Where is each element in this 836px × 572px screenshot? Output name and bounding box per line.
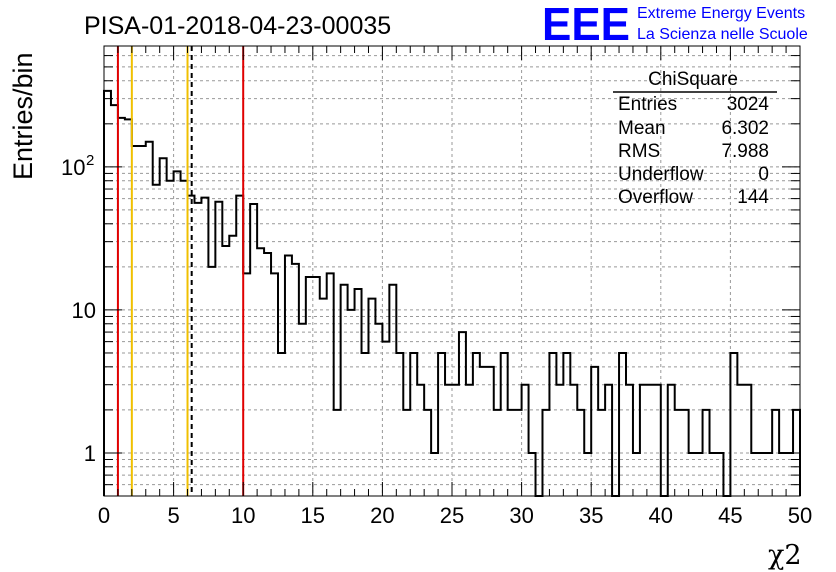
x-tick-label: 25 [440, 503, 464, 528]
reference-lines [116, 46, 245, 496]
stats-label: Mean [618, 118, 666, 139]
x-tick-label: 0 [98, 503, 110, 528]
stats-value: 144 [737, 187, 769, 208]
logo-line-1: Extreme Energy Events [637, 5, 805, 22]
x-tick-label: 15 [301, 503, 325, 528]
chart-title: PISA-01-2018-04-23-00035 [84, 12, 391, 40]
logo-line-2: La Scienza nelle Scuole [637, 26, 808, 43]
stats-value: 6.302 [721, 118, 769, 139]
x-tick-label: 30 [509, 503, 533, 528]
y-tick-label: 10 [72, 298, 96, 323]
stats-box: ChiSquare Entries 3024 Mean 6.302 RMS 7.… [613, 69, 777, 208]
y-tick-label: 1 [84, 441, 96, 466]
y-tick-exponent: 2 [86, 152, 94, 169]
stats-value: 0 [758, 164, 769, 185]
x-tick-label: 50 [788, 503, 812, 528]
stats-value: 3024 [727, 94, 770, 115]
axis-ticks [103, 45, 801, 497]
stats-label: RMS [618, 141, 660, 162]
x-tick-labels: 0 5 10 15 20 25 30 35 40 45 50 [98, 503, 812, 528]
stats-label: Underflow [618, 164, 704, 185]
histogram-series [103, 89, 801, 497]
x-tick-label: 20 [370, 503, 394, 528]
stats-box-title: ChiSquare [648, 69, 738, 90]
stats-label: Overflow [618, 187, 693, 208]
eee-logo-mark: EEE [542, 0, 630, 50]
x-tick-label: 45 [718, 503, 742, 528]
stats-value: 7.988 [721, 141, 769, 162]
y-axis-title: Entries/bin [8, 52, 38, 180]
x-tick-label: 10 [231, 503, 255, 528]
x-tick-label: 5 [167, 503, 179, 528]
x-tick-label: 40 [649, 503, 673, 528]
x-axis-title: χ2 [768, 540, 802, 571]
stats-label: Entries [618, 94, 677, 115]
y-tick-label: 10 [61, 155, 85, 180]
x-tick-label: 35 [579, 503, 603, 528]
